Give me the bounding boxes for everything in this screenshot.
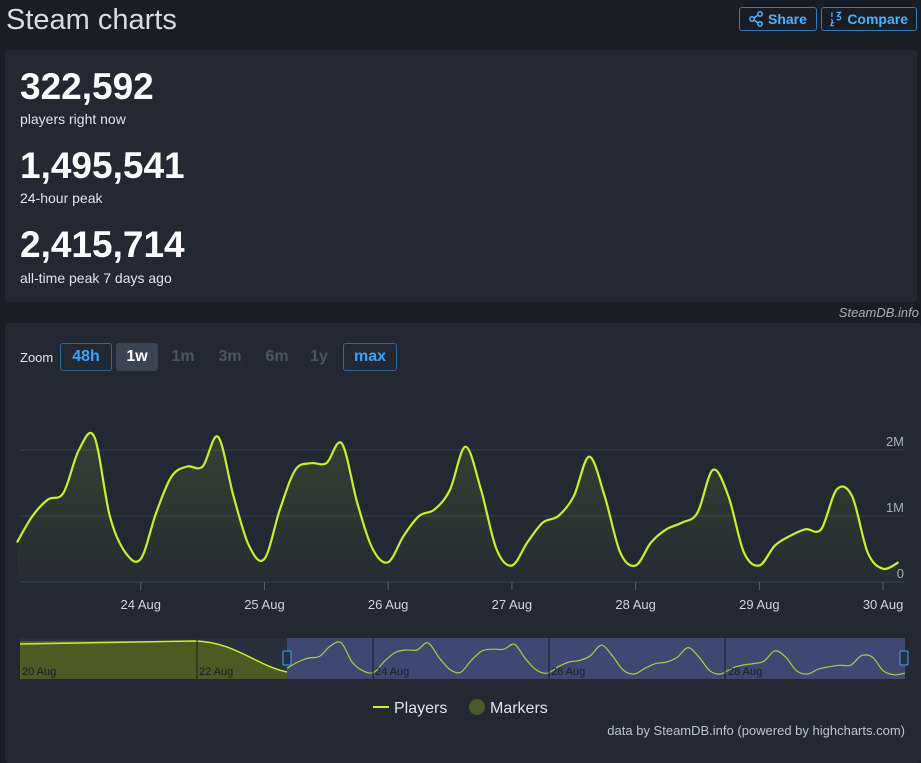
footer: data by SteamDB.info (powered by highcha… — [607, 723, 905, 738]
y-tick-label: 2M — [886, 434, 904, 449]
share-icon — [749, 11, 763, 27]
zoom-button[interactable]: 1w — [116, 343, 158, 371]
zoom-button[interactable]: 1m — [171, 348, 195, 365]
stat-value: 1,495,541 — [20, 145, 185, 186]
legend-label[interactable]: Players — [394, 700, 447, 717]
navigator-label: 22 Aug — [199, 666, 233, 678]
x-tick-label: 27 Aug — [492, 597, 533, 612]
stat-label: 24-hour peak — [20, 190, 103, 206]
x-tick-label: 26 Aug — [368, 597, 409, 612]
navigator-window[interactable] — [287, 638, 905, 679]
stat-value: 2,415,714 — [20, 224, 185, 265]
compare-button[interactable]: Compare — [821, 7, 917, 31]
stats-panel — [5, 50, 917, 302]
zoom-button[interactable]: 3m — [218, 348, 242, 365]
area — [17, 432, 899, 582]
navigator-label: 28 Aug — [728, 666, 762, 678]
page-title: Steam charts — [6, 4, 177, 36]
x-tick-label: 29 Aug — [739, 597, 780, 612]
navigator-label: 20 Aug — [22, 666, 56, 678]
navigator-label: 24 Aug — [375, 666, 409, 678]
compare-icon — [830, 11, 842, 27]
x-tick-label: 28 Aug — [615, 597, 656, 612]
x-tick-label: 30 Aug — [863, 597, 904, 612]
navigator-history-area — [20, 641, 287, 679]
zoom-button[interactable]: 6m — [265, 348, 289, 365]
series-line — [16, 431, 900, 571]
share-button[interactable]: Share — [739, 7, 817, 31]
navigator-label: 26 Aug — [551, 666, 585, 678]
share-label: Share — [768, 11, 807, 27]
zoom-button[interactable]: 48h — [60, 343, 112, 371]
zoom-button[interactable]: 1y — [310, 348, 328, 365]
navigator-line — [286, 641, 906, 676]
navigator-handle[interactable] — [282, 650, 292, 666]
compare-label: Compare — [847, 11, 908, 27]
stat-label: players right now — [20, 111, 126, 127]
stat-label: all-time peak 7 days ago — [20, 270, 172, 286]
stat-value: 322,592 — [20, 66, 154, 107]
navigator-history-line — [19, 640, 288, 673]
y-tick-label: 0 — [897, 566, 904, 581]
zoom-label: Zoom — [20, 350, 54, 365]
legend-label[interactable]: Markers — [490, 700, 548, 717]
legend-symbol — [469, 699, 485, 715]
y-tick-label: 1M — [886, 500, 904, 515]
navigator-separators — [196, 638, 726, 679]
x-tick-label: 25 Aug — [244, 597, 285, 612]
navigator-handle[interactable] — [899, 650, 909, 666]
zoom-button[interactable]: max — [343, 343, 397, 371]
x-tick-label: 24 Aug — [120, 597, 161, 612]
credit: SteamDB.info — [838, 305, 919, 320]
